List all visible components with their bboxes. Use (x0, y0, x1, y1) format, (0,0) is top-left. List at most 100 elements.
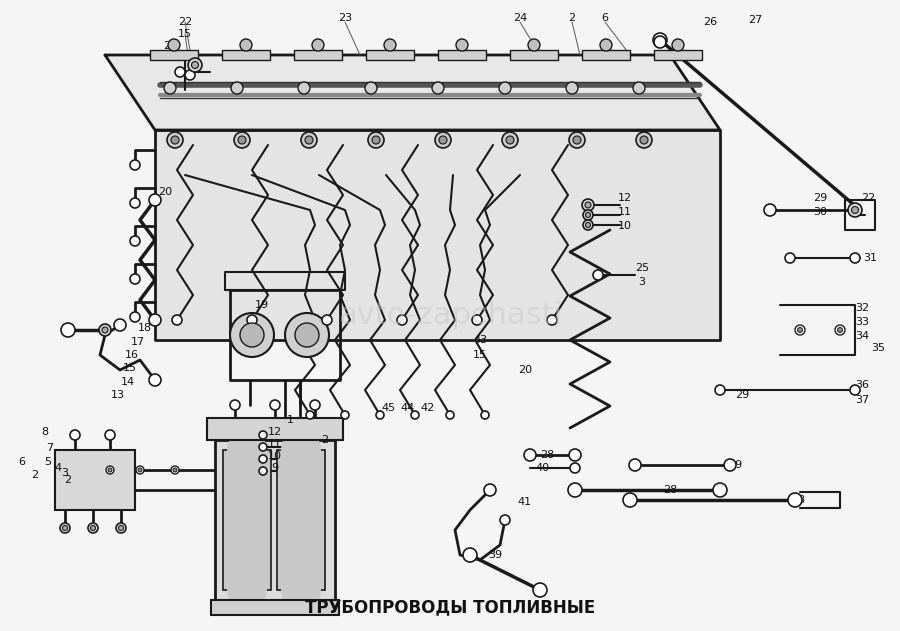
Text: 11: 11 (618, 207, 632, 217)
Text: 35: 35 (871, 343, 885, 353)
Circle shape (172, 315, 182, 325)
Bar (207, 418, 343, 440)
Circle shape (188, 58, 202, 72)
Text: 5: 5 (44, 457, 51, 467)
Bar (277, 450, 325, 590)
Circle shape (240, 323, 264, 347)
Circle shape (175, 67, 185, 77)
Text: 13: 13 (111, 390, 125, 400)
Circle shape (61, 323, 75, 337)
Circle shape (600, 39, 612, 51)
Circle shape (247, 315, 257, 325)
Circle shape (456, 39, 468, 51)
Circle shape (566, 82, 578, 94)
Circle shape (105, 430, 115, 440)
Text: 29: 29 (735, 390, 749, 400)
Circle shape (633, 82, 645, 94)
Circle shape (149, 314, 161, 326)
Circle shape (164, 82, 176, 94)
Text: 40: 40 (535, 463, 549, 473)
Circle shape (851, 206, 859, 213)
Bar (510, 50, 558, 60)
Bar (215, 440, 335, 600)
Circle shape (573, 136, 581, 144)
Circle shape (230, 313, 274, 357)
Text: 38: 38 (791, 495, 806, 505)
Text: 9: 9 (272, 463, 279, 473)
Circle shape (281, 570, 321, 610)
Circle shape (91, 526, 95, 531)
Circle shape (108, 468, 112, 472)
Bar (438, 50, 486, 60)
Circle shape (368, 132, 384, 148)
Text: 28: 28 (663, 485, 677, 495)
Circle shape (259, 431, 267, 439)
Circle shape (322, 315, 332, 325)
Text: 6: 6 (19, 457, 25, 467)
Bar (222, 50, 270, 60)
Text: 12: 12 (618, 193, 632, 203)
Circle shape (99, 324, 111, 336)
Text: 14: 14 (121, 377, 135, 387)
Text: 2: 2 (569, 13, 576, 23)
Circle shape (528, 39, 540, 51)
Bar (654, 50, 702, 60)
Circle shape (119, 526, 123, 531)
Circle shape (192, 61, 199, 69)
Circle shape (372, 136, 380, 144)
Circle shape (171, 136, 179, 144)
Circle shape (484, 484, 496, 496)
Circle shape (230, 400, 240, 410)
Text: 2: 2 (32, 470, 39, 480)
Circle shape (365, 82, 377, 94)
Text: 44: 44 (400, 403, 415, 413)
Circle shape (397, 315, 407, 325)
Text: 36: 36 (855, 380, 869, 390)
Circle shape (227, 430, 267, 470)
Circle shape (850, 385, 860, 395)
Circle shape (838, 327, 842, 333)
Circle shape (785, 253, 795, 263)
Text: 25: 25 (634, 263, 649, 273)
Circle shape (168, 39, 180, 51)
Circle shape (227, 570, 267, 610)
Text: 16: 16 (125, 350, 139, 360)
Circle shape (593, 270, 603, 280)
Circle shape (472, 315, 482, 325)
Circle shape (653, 33, 667, 47)
Text: 18: 18 (138, 323, 152, 333)
Text: 6: 6 (601, 13, 608, 23)
Circle shape (310, 400, 320, 410)
Text: 28: 28 (540, 450, 554, 460)
Text: 45: 45 (381, 403, 395, 413)
Bar (223, 450, 271, 590)
Circle shape (629, 459, 641, 471)
Circle shape (547, 315, 557, 325)
Text: 19: 19 (255, 300, 269, 310)
Circle shape (130, 274, 140, 284)
Circle shape (130, 160, 140, 170)
Text: 12: 12 (268, 427, 282, 437)
Text: 41: 41 (518, 497, 532, 507)
Circle shape (502, 132, 518, 148)
Circle shape (835, 325, 845, 335)
Circle shape (411, 411, 419, 419)
Circle shape (850, 253, 860, 263)
Text: 33: 33 (855, 317, 869, 327)
Text: 22: 22 (861, 193, 875, 203)
Text: 20: 20 (158, 187, 172, 197)
Circle shape (173, 468, 177, 472)
Circle shape (764, 204, 776, 216)
Text: avto-zapchasti: avto-zapchasti (338, 300, 562, 329)
Circle shape (432, 82, 444, 94)
Text: 31: 31 (863, 253, 877, 263)
Circle shape (281, 430, 321, 470)
Circle shape (582, 199, 594, 211)
Text: 20: 20 (518, 365, 532, 375)
Circle shape (138, 468, 142, 472)
Circle shape (116, 523, 126, 533)
Circle shape (167, 132, 183, 148)
Circle shape (306, 411, 314, 419)
Text: 3: 3 (638, 277, 645, 287)
Circle shape (136, 466, 144, 474)
